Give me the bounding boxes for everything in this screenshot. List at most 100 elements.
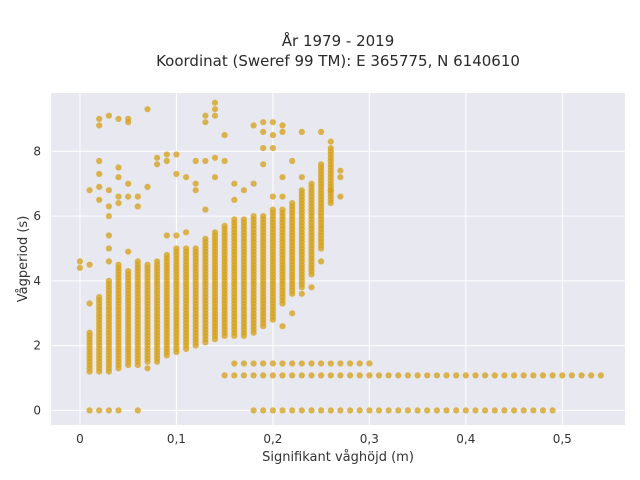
- data-point: [231, 360, 238, 367]
- data-point: [260, 360, 267, 367]
- data-point: [211, 229, 219, 236]
- data-point: [144, 261, 151, 268]
- data-point: [173, 232, 180, 239]
- data-point: [144, 183, 151, 190]
- data-point: [530, 372, 537, 379]
- data-point: [240, 372, 247, 379]
- data-point: [549, 407, 556, 414]
- data-point: [510, 407, 518, 414]
- y-tick-label: 0: [33, 403, 41, 417]
- data-point: [221, 132, 228, 139]
- data-point: [192, 157, 199, 165]
- data-point: [105, 407, 112, 414]
- data-point: [260, 119, 267, 126]
- data-point: [105, 187, 112, 194]
- data-point: [96, 115, 103, 122]
- data-point: [433, 372, 440, 379]
- data-point: [453, 372, 460, 379]
- data-point: [96, 122, 103, 129]
- data-point: [86, 261, 93, 268]
- data-point: [530, 407, 537, 414]
- data-point: [221, 222, 228, 229]
- data-point: [308, 407, 315, 414]
- data-point: [231, 372, 238, 379]
- data-point: [279, 360, 286, 367]
- data-point: [472, 407, 479, 414]
- data-point: [125, 119, 132, 126]
- data-point: [105, 203, 112, 210]
- data-point: [202, 157, 209, 165]
- data-point: [298, 407, 305, 414]
- x-axis-label: Signifikant våghöjd (m): [262, 450, 414, 465]
- data-point: [211, 106, 219, 113]
- data-point: [443, 407, 450, 414]
- data-point: [298, 372, 305, 379]
- data-point: [279, 323, 286, 330]
- data-point: [520, 407, 527, 414]
- data-point: [424, 407, 431, 414]
- data-point: [366, 360, 373, 367]
- data-point: [260, 161, 267, 168]
- x-tick-label: 0: [76, 432, 84, 446]
- data-point: [86, 187, 93, 194]
- data-point: [260, 407, 267, 414]
- data-point: [192, 245, 199, 252]
- data-point: [105, 258, 112, 265]
- data-point: [597, 372, 605, 379]
- data-point: [202, 206, 209, 213]
- data-point: [520, 372, 527, 379]
- data-point: [472, 372, 479, 379]
- data-point: [269, 360, 276, 367]
- data-point: [134, 407, 141, 414]
- data-point: [192, 187, 199, 194]
- data-point: [269, 119, 276, 126]
- data-point: [231, 180, 238, 187]
- data-point: [163, 151, 170, 158]
- data-point: [202, 235, 209, 242]
- data-point: [298, 174, 305, 181]
- data-point: [125, 248, 132, 255]
- data-point: [250, 360, 257, 367]
- data-point: [337, 407, 344, 414]
- data-point: [337, 193, 344, 200]
- data-point: [279, 206, 286, 213]
- data-point: [96, 183, 103, 190]
- data-point: [115, 407, 122, 414]
- data-point: [115, 164, 122, 171]
- data-point: [414, 407, 421, 414]
- data-point: [279, 407, 286, 414]
- data-point: [289, 157, 296, 165]
- data-point: [289, 200, 296, 207]
- data-point: [269, 193, 276, 200]
- data-point: [144, 106, 151, 113]
- data-point: [211, 174, 219, 181]
- data-point: [86, 329, 93, 336]
- data-point: [260, 372, 267, 379]
- data-point: [366, 372, 373, 379]
- data-point: [250, 122, 257, 129]
- data-point: [289, 407, 296, 414]
- data-point: [385, 407, 392, 414]
- data-point: [327, 407, 334, 414]
- data-point: [395, 407, 402, 414]
- data-point: [308, 180, 315, 187]
- data-point: [163, 157, 170, 165]
- data-point: [482, 372, 489, 379]
- data-point: [395, 372, 402, 379]
- data-point: [279, 174, 286, 181]
- data-point: [539, 407, 547, 414]
- data-point: [154, 358, 161, 365]
- data-point: [347, 372, 354, 379]
- data-point: [240, 360, 247, 367]
- x-tick-label: 0,2: [263, 432, 282, 446]
- data-point: [433, 407, 440, 414]
- data-point: [96, 170, 103, 178]
- data-point: [337, 372, 344, 379]
- data-point: [105, 112, 112, 119]
- data-point: [462, 372, 469, 379]
- data-point: [289, 372, 296, 379]
- data-point: [298, 360, 305, 367]
- data-point: [404, 372, 411, 379]
- data-point: [105, 213, 112, 220]
- data-point: [539, 372, 547, 379]
